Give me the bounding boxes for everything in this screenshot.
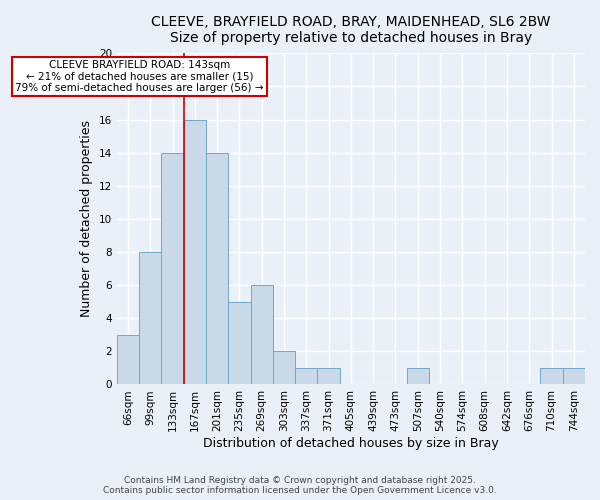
X-axis label: Distribution of detached houses by size in Bray: Distribution of detached houses by size … [203,437,499,450]
Bar [295,368,317,384]
Text: CLEEVE BRAYFIELD ROAD: 143sqm
← 21% of detached houses are smaller (15)
79% of s: CLEEVE BRAYFIELD ROAD: 143sqm ← 21% of d… [15,60,263,93]
Bar [228,302,251,384]
Y-axis label: Number of detached properties: Number of detached properties [80,120,93,318]
Bar [161,152,184,384]
Bar [139,252,161,384]
Bar [273,352,295,384]
Bar [251,285,273,384]
Text: Contains HM Land Registry data © Crown copyright and database right 2025.
Contai: Contains HM Land Registry data © Crown c… [103,476,497,495]
Bar [206,152,228,384]
Bar [407,368,429,384]
Bar [563,368,585,384]
Bar [541,368,563,384]
Bar [117,335,139,384]
Bar [317,368,340,384]
Title: CLEEVE, BRAYFIELD ROAD, BRAY, MAIDENHEAD, SL6 2BW
Size of property relative to d: CLEEVE, BRAYFIELD ROAD, BRAY, MAIDENHEAD… [151,15,551,45]
Bar [184,120,206,384]
